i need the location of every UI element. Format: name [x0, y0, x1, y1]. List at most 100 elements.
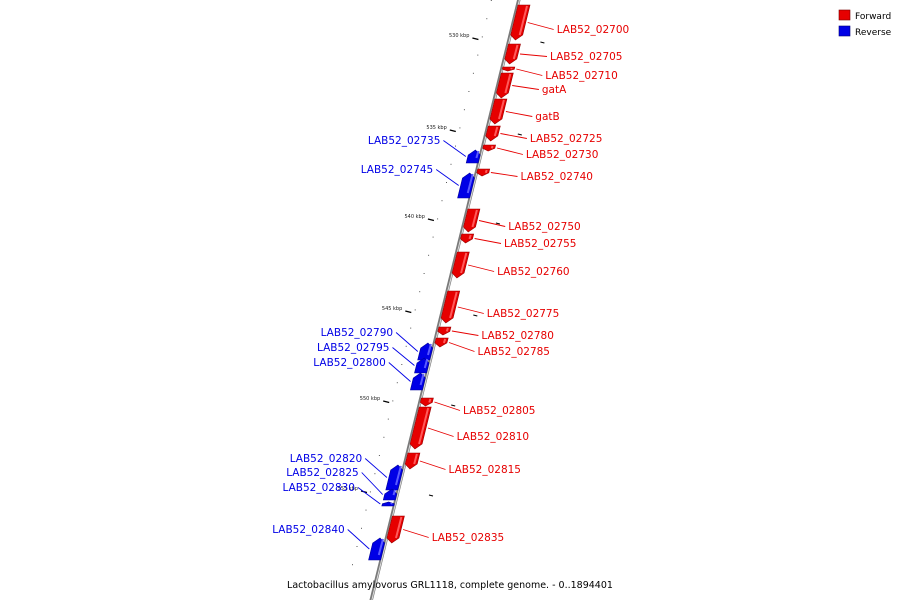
gene-feature-lab52_02730 — [482, 144, 496, 152]
minor-tick — [369, 491, 371, 493]
gene-feature-highlight — [390, 502, 393, 505]
label-leader-lines — [347, 22, 554, 550]
gene-label-gata: gatA — [542, 84, 567, 96]
gene-feature-lab52_02840 — [368, 537, 386, 561]
major-tick-right — [428, 494, 434, 497]
gene-feature-lab52_02745 — [457, 172, 475, 199]
major-tick-marks: 530 kbp 535 kbp 540 kbp 545 kbp 550 kbp 555 k… — [338, 33, 545, 497]
gene-label-lab52_02790: LAB52_02790 — [321, 327, 394, 339]
minor-tick — [459, 127, 461, 129]
gene-label-lab52_02810: LAB52_02810 — [457, 431, 529, 443]
leader-line — [478, 220, 506, 227]
minor-tick — [401, 364, 403, 365]
gene-feature-highlight — [518, 5, 528, 36]
leader-line — [490, 172, 518, 177]
legend-forward-label: Forward — [855, 12, 891, 22]
gene-feature-highlight — [460, 252, 468, 274]
gene-feature-highlight — [510, 67, 513, 70]
major-tick — [472, 37, 479, 41]
major-tick — [427, 218, 435, 222]
gene-label-lab52_02825: LAB52_02825 — [286, 467, 359, 479]
leader-line — [347, 529, 370, 550]
major-tick-right — [517, 133, 522, 136]
leader-line — [392, 347, 415, 366]
minor-tick — [387, 418, 389, 420]
major-tick — [449, 129, 456, 133]
leader-line — [496, 147, 524, 155]
gene-label-lab52_02775: LAB52_02775 — [487, 308, 560, 320]
minor-tick — [463, 109, 465, 111]
gene-feature-highlight — [512, 44, 519, 60]
leader-line — [427, 427, 454, 437]
minor-tick — [419, 291, 421, 293]
minor-tick — [361, 527, 362, 529]
minor-tick — [383, 436, 385, 438]
minor-tick — [490, 0, 492, 1]
gene-label-lab52_02805: LAB52_02805 — [463, 405, 536, 417]
minor-tick — [441, 200, 443, 202]
gene-feature-highlight — [423, 358, 429, 369]
leader-line — [364, 458, 388, 478]
leader-line — [357, 487, 381, 505]
minor-tick — [356, 546, 358, 547]
gene-label-lab52_02700: LAB52_02700 — [557, 24, 630, 36]
minor-tick — [414, 309, 416, 311]
tick-label: 535 kbp — [426, 125, 446, 131]
gene-feature-lab52_02725 — [485, 125, 501, 142]
gene-feature-highlight — [392, 489, 396, 496]
tick-label: 555 kbp — [338, 486, 358, 492]
minor-tick — [477, 54, 479, 56]
leader-line — [448, 342, 475, 352]
gene-feature-highlight — [413, 453, 418, 465]
gene-label-lab52_02780: LAB52_02780 — [481, 330, 554, 342]
leader-line — [443, 140, 467, 157]
gene-feature-highlight — [468, 234, 472, 240]
gene-feature-highlight — [449, 291, 458, 319]
minor-tick — [437, 218, 439, 220]
gene-feature-lab52_02805 — [419, 397, 434, 407]
leader-line — [395, 332, 419, 352]
leader-line — [457, 306, 484, 314]
legend-reverse-swatch — [838, 25, 851, 37]
minor-tick — [352, 564, 353, 566]
minor-tick — [455, 145, 456, 147]
gene-feature-highlight — [475, 150, 480, 159]
gene-feature-lab52_02830 — [381, 501, 395, 507]
gene-feature-highlight — [418, 407, 430, 445]
leader-line — [527, 22, 554, 30]
gene-feature-lab52_02735 — [465, 149, 481, 164]
major-tick-right — [540, 41, 545, 44]
minor-tick — [432, 236, 434, 238]
minor-tick — [481, 36, 483, 38]
gene-label-lab52_02710: LAB52_02710 — [545, 70, 618, 82]
minor-tick — [423, 273, 425, 274]
leader-line — [505, 111, 533, 117]
minor-tick — [450, 163, 452, 165]
gene-label-lab52_02755: LAB52_02755 — [504, 238, 577, 250]
gene-feature-lab52_02710 — [501, 66, 516, 72]
gene-label-lab52_02705: LAB52_02705 — [550, 51, 623, 63]
leader-line — [435, 169, 459, 186]
gene-label-gatb: gatB — [535, 111, 559, 123]
leader-line — [419, 460, 446, 470]
gene-label-lab52_02760: LAB52_02760 — [497, 266, 569, 278]
gene-label-lab52_02735: LAB52_02735 — [368, 135, 441, 147]
minor-tick — [374, 473, 376, 475]
leader-line — [512, 85, 539, 90]
gene-label-lab52_02830: LAB52_02830 — [283, 482, 356, 494]
minor-tick — [410, 327, 412, 329]
gene-label-lab52_02740: LAB52_02740 — [521, 171, 594, 183]
gene-features — [368, 4, 531, 561]
major-tick — [405, 310, 412, 314]
minor-tick — [472, 72, 474, 74]
gene-feature-highlight — [395, 465, 402, 486]
gene-feature-lab52_02775 — [440, 290, 461, 324]
major-tick-right — [473, 314, 478, 317]
gene-label-lab52_02730: LAB52_02730 — [526, 149, 599, 161]
map-title: Lactobacillus amylovorus GRL1118, comple… — [287, 580, 613, 591]
legend-forward-swatch — [838, 9, 851, 21]
leader-line — [519, 53, 548, 57]
gene-label-lab52_02750: LAB52_02750 — [508, 221, 581, 233]
gene-feature-highlight — [442, 338, 447, 344]
leader-line — [500, 133, 527, 139]
